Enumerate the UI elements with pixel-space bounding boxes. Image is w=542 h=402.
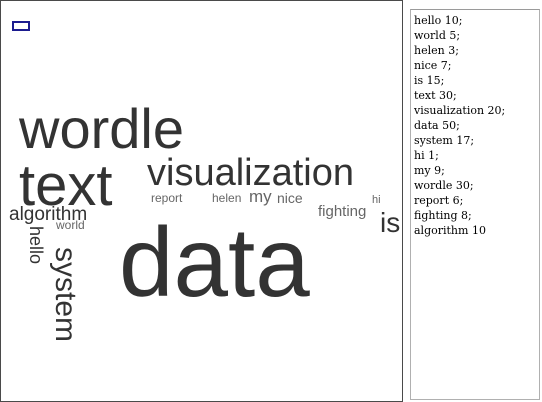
cloud-word-nice: nice — [277, 190, 303, 206]
input-line: nice 7; — [414, 59, 452, 72]
input-line: world 5; — [414, 29, 461, 42]
cloud-word-hello: hello — [26, 226, 46, 265]
cloud-word-algorithm: algorithm — [9, 204, 88, 225]
cloud-word-text: text — [19, 153, 113, 218]
word-cloud-canvas[interactable]: wordle text visualization report helen m… — [0, 0, 403, 402]
input-line: system 17; — [414, 134, 475, 147]
input-line: fighting 8; — [414, 209, 472, 222]
word-frequency-input[interactable]: hello 10; world 5; helen 3; nice 7; is 1… — [410, 9, 540, 400]
cloud-word-is: is — [380, 207, 401, 238]
selection-marker[interactable] — [12, 21, 30, 31]
input-line: data 50; — [414, 119, 460, 132]
cloud-word-fighting: fighting — [318, 203, 367, 220]
input-line: visualization 20; — [414, 104, 506, 117]
cloud-word-visualization: visualization — [147, 152, 354, 194]
input-line: hello 10; — [414, 14, 463, 27]
input-line: algorithm 10 — [414, 224, 486, 237]
input-line: hi 1; — [414, 149, 439, 162]
cloud-word-my: my — [249, 187, 272, 206]
input-line: wordle 30; — [414, 179, 474, 192]
cloud-word-wordle: wordle — [19, 97, 184, 160]
cloud-word-report: report — [151, 191, 183, 205]
cloud-word-data: data — [119, 207, 310, 317]
cloud-word-hi: hi — [372, 194, 381, 206]
input-line: is 15; — [414, 74, 445, 87]
input-line: my 9; — [414, 164, 445, 177]
input-line: helen 3; — [414, 44, 459, 57]
cloud-word-world: world — [56, 218, 85, 232]
cloud-word-helen: helen — [212, 191, 242, 205]
cloud-word-system: system — [49, 247, 82, 343]
input-line: report 6; — [414, 194, 464, 207]
input-line: text 30; — [414, 89, 457, 102]
